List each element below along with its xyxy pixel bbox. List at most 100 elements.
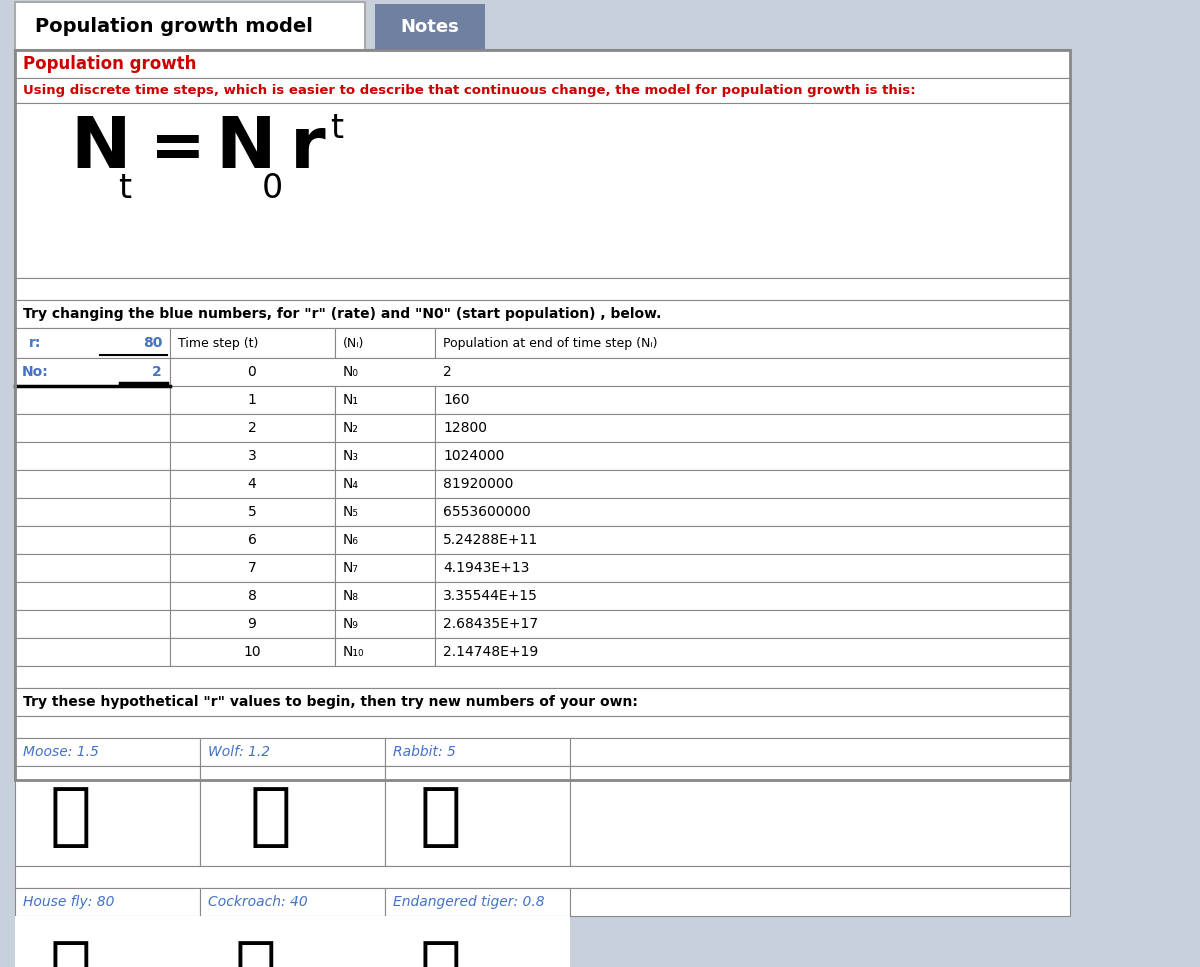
Bar (14, 78, 1070, 103)
Bar (170, 526, 335, 554)
Bar (14, 866, 1070, 888)
Bar (14, 716, 1070, 738)
Text: 6553600000: 6553600000 (443, 505, 530, 519)
Text: Population growth: Population growth (23, 55, 197, 73)
Bar (385, 766, 570, 866)
Text: 12800: 12800 (443, 421, 487, 435)
Text: 81920000: 81920000 (443, 477, 514, 491)
Bar (374, 4, 485, 50)
Bar (200, 916, 385, 967)
Bar (14, 50, 1070, 780)
Bar (436, 582, 1070, 610)
Bar (14, 414, 170, 442)
Text: 2: 2 (152, 365, 162, 379)
Text: 6: 6 (247, 533, 257, 547)
Bar (570, 738, 1070, 766)
Bar (14, 2, 365, 50)
Text: 160: 160 (443, 393, 469, 407)
Text: 2: 2 (443, 365, 451, 379)
Bar (335, 470, 436, 498)
Text: N₂: N₂ (343, 421, 359, 435)
Text: 80: 80 (143, 336, 162, 350)
Bar (14, 916, 200, 967)
Bar (14, 498, 170, 526)
Text: N₁₀: N₁₀ (343, 645, 365, 659)
Text: 1: 1 (247, 393, 257, 407)
Text: t: t (330, 112, 343, 145)
Text: 2: 2 (247, 421, 257, 435)
Bar (170, 470, 335, 498)
Bar (14, 386, 170, 414)
Bar (335, 386, 436, 414)
Text: 5: 5 (247, 505, 257, 519)
Text: 7: 7 (247, 561, 257, 575)
Bar (436, 638, 1070, 666)
Text: Notes: Notes (401, 18, 460, 36)
Text: Using discrete time steps, which is easier to describe that continuous change, t: Using discrete time steps, which is easi… (23, 84, 916, 97)
Bar (14, 610, 170, 638)
Text: N: N (215, 113, 276, 183)
Bar (14, 766, 200, 866)
Text: N: N (70, 113, 131, 183)
Bar (436, 470, 1070, 498)
Bar (570, 888, 1070, 916)
Text: Wolf: 1.2: Wolf: 1.2 (208, 745, 270, 759)
Bar (14, 526, 170, 554)
Text: Population growth model: Population growth model (35, 17, 313, 37)
Text: 2.68435E+17: 2.68435E+17 (443, 617, 538, 631)
Text: 🐇: 🐇 (419, 782, 461, 849)
Bar (436, 526, 1070, 554)
Bar (436, 328, 1070, 358)
Bar (14, 554, 170, 582)
Bar (170, 498, 335, 526)
Text: Moose: 1.5: Moose: 1.5 (23, 745, 98, 759)
Bar (385, 916, 570, 967)
Bar (14, 470, 170, 498)
Text: r:: r: (29, 336, 41, 350)
Text: 🪳: 🪳 (234, 937, 276, 967)
Text: Endangered tiger: 0.8: Endangered tiger: 0.8 (394, 895, 545, 909)
Bar (170, 442, 335, 470)
Bar (14, 688, 1070, 716)
Text: Rabbit: 5: Rabbit: 5 (394, 745, 456, 759)
Bar (335, 442, 436, 470)
Text: 5.24288E+11: 5.24288E+11 (443, 533, 539, 547)
Text: Population at end of time step (Nᵢ): Population at end of time step (Nᵢ) (443, 337, 658, 349)
Bar (385, 738, 570, 766)
Text: 🐺: 🐺 (250, 782, 290, 849)
Bar (14, 738, 200, 766)
Bar (14, 358, 170, 386)
Text: 0: 0 (262, 172, 283, 206)
Bar (14, 50, 1070, 780)
Bar (335, 414, 436, 442)
Text: N₈: N₈ (343, 589, 359, 603)
Text: N₆: N₆ (343, 533, 359, 547)
Bar (14, 278, 1070, 300)
Bar (570, 766, 1070, 866)
Text: Time step (t): Time step (t) (178, 337, 258, 349)
Bar (436, 554, 1070, 582)
Bar (170, 328, 335, 358)
Bar (170, 638, 335, 666)
Bar (436, 442, 1070, 470)
Bar (436, 414, 1070, 442)
Text: 0: 0 (247, 365, 257, 379)
Bar (385, 888, 570, 916)
Bar (436, 498, 1070, 526)
Bar (170, 414, 335, 442)
Text: N₃: N₃ (343, 449, 359, 463)
Text: 10: 10 (244, 645, 260, 659)
Text: 🪰: 🪰 (49, 937, 91, 967)
Text: =: = (150, 116, 205, 183)
Text: 4: 4 (247, 477, 257, 491)
Bar (335, 498, 436, 526)
Bar (200, 766, 385, 866)
Text: N₀: N₀ (343, 365, 359, 379)
Bar (436, 386, 1070, 414)
Text: 3: 3 (247, 449, 257, 463)
Text: Try changing the blue numbers, for "r" (rate) and "N0" (start population) , belo: Try changing the blue numbers, for "r" (… (23, 307, 661, 321)
Bar (14, 638, 170, 666)
Text: 🦌: 🦌 (49, 782, 91, 849)
Bar (335, 554, 436, 582)
Bar (335, 526, 436, 554)
